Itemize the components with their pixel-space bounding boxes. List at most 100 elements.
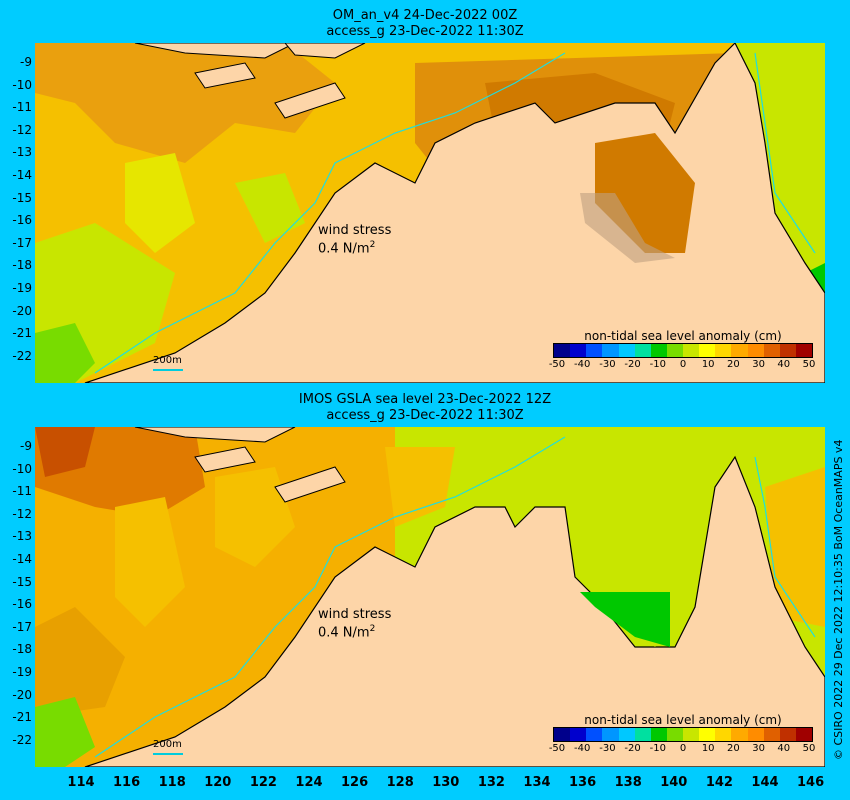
colorbar-swatch <box>666 728 683 741</box>
colorbar-swatch <box>795 728 812 741</box>
bottom-wind-stress-label: wind stress 0.4 N/m2 <box>318 607 392 641</box>
x-tick-label: 130 <box>432 775 460 790</box>
colorbar-tick-label: 50 <box>802 359 816 370</box>
y-tick-label: -11 <box>12 484 32 499</box>
top-australia-land <box>84 43 825 383</box>
y-tick-label: -19 <box>12 665 32 679</box>
y-tick-label: -18 <box>12 258 32 273</box>
top-title-line1: OM_an_v4 24-Dec-2022 00Z <box>332 8 518 23</box>
top-colorbar-ticks: -50 -40 -30 -20 -10 0 10 20 30 40 50 <box>549 358 816 370</box>
bottom-title-line1: IMOS GSLA sea level 23-Dec-2022 12Z <box>298 392 552 407</box>
x-tick-label: 142 <box>705 775 733 790</box>
y-tick-label: -22 <box>12 732 32 747</box>
colorbar-swatch <box>618 728 635 741</box>
top-wind-stress-label: wind stress 0.4 N/m2 <box>318 223 392 257</box>
colorbar-swatch <box>683 344 700 357</box>
bottom-australia-land <box>84 455 825 767</box>
y-tick-label: -12 <box>12 506 32 521</box>
x-tick-label: 122 <box>249 775 277 790</box>
colorbar-swatch <box>602 728 619 741</box>
colorbar-swatch <box>570 728 587 741</box>
top-map-panel: wind stress 0.4 N/m2 200m non-tidal sea … <box>35 43 825 383</box>
y-tick-label: -22 <box>12 348 32 363</box>
y-tick-label: -13 <box>12 145 32 160</box>
colorbar-swatch <box>699 344 716 357</box>
colorbar-tick-label: -50 <box>548 743 566 754</box>
y-tick-label: -13 <box>12 529 32 544</box>
colorbar-swatch <box>699 728 716 741</box>
colorbar-tick-label: 0 <box>679 359 687 370</box>
colorbar-tick-label: -20 <box>624 359 641 370</box>
x-tick-label: 114 <box>67 775 95 790</box>
y-tick-label: -12 <box>12 122 32 137</box>
colorbar-swatch <box>763 728 780 741</box>
y-tick-label: -18 <box>12 642 32 657</box>
y-tick-label: -11 <box>12 100 32 115</box>
colorbar-tick-label: 40 <box>777 743 791 754</box>
x-tick-label: 140 <box>660 775 688 790</box>
credit-text: © CSIRO 2022 29 Dec 2022 12:10:35 BoM Oc… <box>832 439 845 760</box>
x-tick-label: 128 <box>386 775 414 790</box>
colorbar-swatch <box>554 728 571 741</box>
colorbar-swatch <box>779 728 796 741</box>
x-tick-label: 136 <box>569 775 597 790</box>
colorbar-swatch <box>763 344 780 357</box>
y-tick-label: -14 <box>12 168 32 182</box>
colorbar-swatch <box>570 344 587 357</box>
y-tick-label: -15 <box>12 574 32 589</box>
colorbar-swatch <box>586 728 603 741</box>
colorbar-swatch <box>602 344 619 357</box>
y-tick-label: -17 <box>12 619 32 634</box>
colorbar-tick-label: -10 <box>649 359 666 370</box>
colorbar-swatch <box>634 344 651 357</box>
x-tick-label: 124 <box>295 775 323 790</box>
y-tick-label: -16 <box>12 213 32 228</box>
x-tick-label: 146 <box>797 775 825 790</box>
colorbar-tick-label: -20 <box>624 743 641 754</box>
bottom-colorbar-ticks: -50 -40 -30 -20 -10 0 10 20 30 40 50 <box>549 742 816 754</box>
top-map-svg <box>35 43 825 383</box>
colorbar-swatch <box>586 344 603 357</box>
top-title-line2: access_g 23-Dec-2022 11:30Z <box>326 24 524 39</box>
x-tick-label: 132 <box>477 775 505 790</box>
bottom-scale-line <box>153 753 183 755</box>
colorbar-swatch <box>554 344 571 357</box>
colorbar-tick-label: 30 <box>752 359 765 370</box>
colorbar-swatch <box>683 728 700 741</box>
colorbar-swatch <box>795 344 812 357</box>
x-tick-label: 126 <box>341 775 369 790</box>
y-tick-label: -16 <box>12 597 32 612</box>
colorbar-swatch <box>715 728 732 741</box>
bottom-map-svg <box>35 427 825 767</box>
colorbar-swatch <box>747 728 764 741</box>
colorbar-tick-label: -30 <box>599 743 616 754</box>
y-tick-label: -14 <box>12 552 32 566</box>
x-tick-label: 138 <box>614 775 642 790</box>
colorbar-tick-label: -40 <box>574 359 591 370</box>
y-tick-label: -10 <box>12 461 32 476</box>
bottom-scale-label: 200m <box>153 739 182 750</box>
y-tick-label: -15 <box>12 190 32 205</box>
y-tick-label: -20 <box>12 687 32 702</box>
x-tick-label: 120 <box>204 775 232 790</box>
y-tick-label: -10 <box>12 77 32 92</box>
x-tick-label: 144 <box>751 775 779 790</box>
y-tick-label: -21 <box>12 326 32 341</box>
colorbar-swatch <box>779 344 796 357</box>
colorbar-tick-label: 10 <box>701 359 715 370</box>
x-tick-label: 134 <box>523 775 551 790</box>
bottom-colorbar-label: non-tidal sea level anomaly (cm) <box>584 713 782 727</box>
colorbar-swatch <box>715 344 732 357</box>
top-scale-label: 200m <box>153 355 182 366</box>
colorbar-tick-label: -40 <box>574 743 591 754</box>
bottom-title-line2: access_g 23-Dec-2022 11:30Z <box>326 408 524 423</box>
bottom-colorbar-gradient <box>553 727 813 742</box>
bottom-colorbar: non-tidal sea level anomaly (cm) -50 -40-… <box>549 713 816 754</box>
colorbar-tick-label: 20 <box>727 359 740 370</box>
colorbar-tick-label: 40 <box>777 359 791 370</box>
colorbar-swatch <box>731 728 748 741</box>
colorbar-tick-label: 0 <box>679 743 687 754</box>
top-colorbar-gradient <box>553 343 813 358</box>
y-tick-label: -19 <box>12 281 32 295</box>
y-tick-label: -20 <box>12 303 32 318</box>
